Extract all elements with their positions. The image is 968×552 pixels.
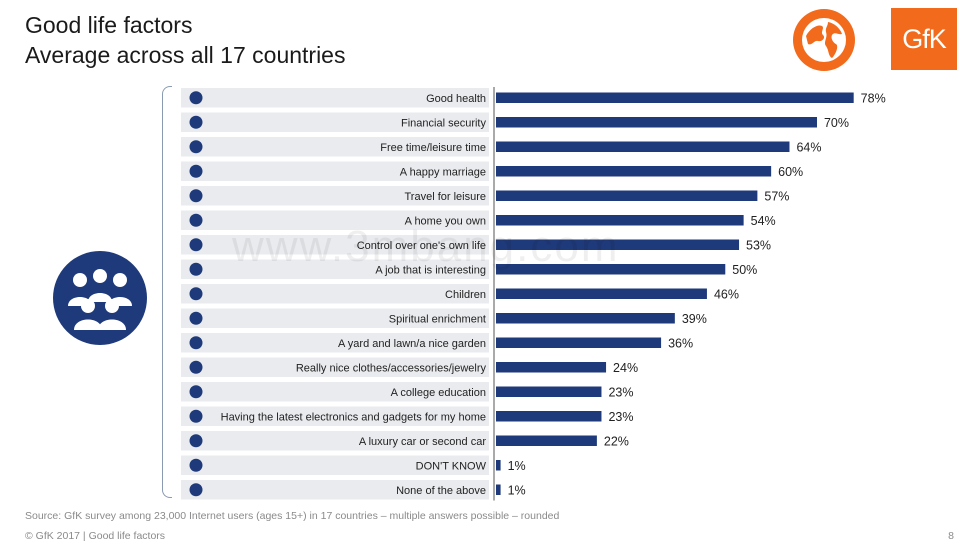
money-icon (189, 115, 203, 129)
globe-icon (793, 9, 855, 71)
category-label: A happy marriage (400, 166, 486, 178)
couple-icon (189, 164, 203, 178)
bar (496, 239, 740, 250)
category-label-bg (181, 382, 489, 402)
category-label: A job that is interesting (375, 264, 486, 276)
category-label-bg (181, 284, 489, 304)
bar (496, 92, 854, 103)
tree-icon (189, 336, 203, 350)
category-label-bg (181, 406, 489, 426)
value-label: 60% (778, 165, 803, 179)
category-label: A home you own (405, 215, 486, 227)
category-label: A yard and lawn/a nice garden (338, 338, 486, 350)
category-label: Good health (426, 93, 486, 105)
category-label: Children (445, 289, 486, 301)
laptop-icon (189, 409, 203, 423)
value-label: 24% (613, 361, 638, 375)
car-icon (189, 434, 203, 448)
gfk-logo: GfK (891, 8, 957, 70)
category-label: Really nice clothes/accessories/jewelry (296, 362, 487, 374)
category-label-bg (181, 88, 489, 108)
category-label: Travel for leisure (404, 191, 486, 203)
heart-icon (189, 91, 203, 105)
graduation-cap-icon (189, 385, 203, 399)
category-label-bg (181, 480, 489, 500)
category-label-bg (181, 137, 489, 157)
category-label: A luxury car or second car (359, 436, 487, 448)
category-label: None of the above (396, 485, 486, 497)
palm-tree-icon (189, 189, 203, 203)
bar (496, 288, 707, 299)
bar (496, 117, 817, 128)
value-label: 39% (682, 312, 707, 326)
category-label-bg (181, 308, 489, 328)
bar (496, 411, 602, 422)
page-number: 8 (948, 530, 954, 542)
category-label: DON'T KNOW (416, 460, 487, 472)
category-label: A college education (391, 387, 486, 399)
children-icon (189, 287, 203, 301)
category-bracket (162, 86, 172, 498)
bar (496, 141, 790, 152)
page-title: Good life factors Average across all 17 … (25, 10, 345, 70)
value-label: 1% (508, 459, 526, 473)
category-label-bg (181, 235, 489, 255)
clock-icon (189, 140, 203, 154)
bar (496, 215, 744, 226)
category-label-bg (181, 112, 489, 132)
category-label-bg (181, 210, 489, 230)
copyright-note: © GfK 2017 | Good life factors (25, 530, 166, 542)
bar (496, 337, 662, 348)
category-label-bg (181, 161, 489, 181)
category-label: Control over one's own life (357, 240, 486, 252)
briefcase-icon (189, 262, 203, 276)
category-label-bg (181, 455, 489, 475)
people-group-icon (53, 251, 147, 345)
value-label: 64% (796, 140, 821, 154)
bar (496, 264, 726, 275)
value-label: 23% (608, 385, 633, 399)
value-label: 54% (751, 214, 776, 228)
bar (496, 484, 501, 495)
bar (496, 190, 758, 201)
category-label-bg (181, 259, 489, 279)
category-label: Financial security (401, 117, 486, 129)
title-line-1: Good life factors (25, 12, 193, 38)
signpost-icon (189, 238, 203, 252)
category-label-bg (181, 431, 489, 451)
value-label: 22% (604, 434, 629, 448)
value-label: 53% (746, 238, 771, 252)
bar (496, 362, 607, 373)
bar (496, 166, 772, 177)
value-label: 36% (668, 336, 693, 350)
value-label: 46% (714, 287, 739, 301)
book-icon (189, 311, 203, 325)
watermark: www.3mbang.com (232, 222, 620, 271)
value-label: 50% (732, 263, 757, 277)
house-icon (189, 213, 203, 227)
question-icon (189, 458, 203, 472)
bar (496, 460, 501, 471)
bar (496, 386, 602, 397)
value-label: 1% (508, 483, 526, 497)
category-label: Spiritual enrichment (389, 313, 486, 325)
category-label: Having the latest electronics and gadget… (221, 411, 486, 423)
value-label: 23% (608, 410, 633, 424)
source-note: Source: GfK survey among 23,000 Internet… (25, 510, 560, 522)
category-label-bg (181, 333, 489, 353)
bar (496, 313, 675, 324)
value-label: 70% (824, 116, 849, 130)
category-label: Free time/leisure time (380, 142, 486, 154)
shirt-icon (189, 360, 203, 374)
category-label-bg (181, 357, 489, 377)
category-label-bg (181, 186, 489, 206)
value-label: 78% (861, 91, 886, 105)
title-line-2: Average across all 17 countries (25, 42, 346, 68)
cross-icon (189, 483, 203, 497)
value-label: 57% (764, 189, 789, 203)
bar (496, 435, 597, 446)
